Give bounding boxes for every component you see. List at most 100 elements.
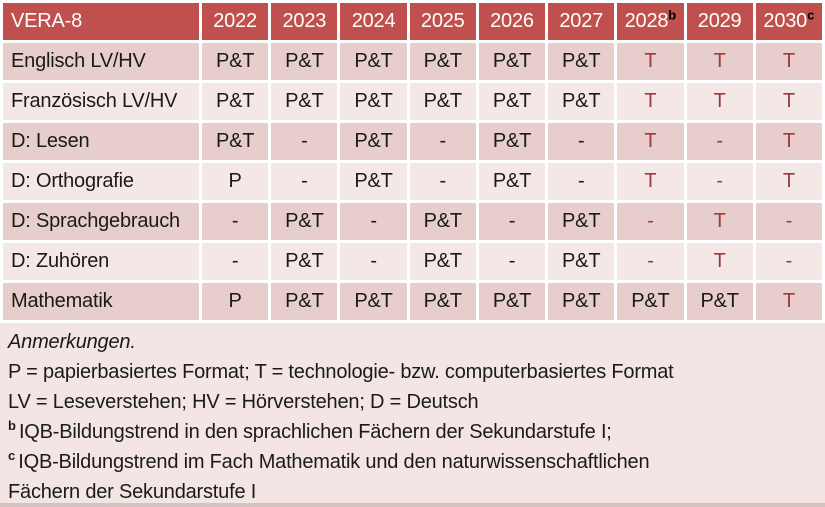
format-value-cell: P&T	[202, 83, 269, 120]
year-column-header: 2022	[202, 3, 269, 40]
format-value-cell: -	[202, 203, 269, 240]
format-value-cell: T	[755, 283, 822, 320]
format-value-cell: -	[755, 243, 822, 280]
year-label: 2024	[351, 10, 396, 32]
year-label: 2027	[559, 10, 604, 32]
format-value-cell: -	[340, 203, 407, 240]
row-label: D: Lesen	[3, 123, 199, 160]
format-value-cell: -	[755, 203, 822, 240]
format-value-cell: -	[617, 203, 684, 240]
format-value-cell: -	[340, 243, 407, 280]
table-body: Englisch LV/HV P&T P&T P&T P&T P&T P&T T T T Franz…	[3, 43, 822, 320]
table-title-cell: VERA-8	[3, 3, 199, 40]
format-value-cell: P&T	[478, 83, 546, 120]
format-value-cell: P	[202, 163, 269, 200]
format-value-cell: T	[755, 163, 822, 200]
format-value-cell: P&T	[202, 123, 269, 160]
format-value-cell: P&T	[548, 43, 615, 80]
note-text: IQB-Bildungstrend im Fach Mathematik und…	[18, 451, 650, 473]
note-line: c IQB-Bildungstrend im Fach Mathematik un…	[8, 447, 815, 477]
format-value-cell: P&T	[478, 43, 546, 80]
row-label: D: Sprachgebrauch	[3, 203, 199, 240]
year-column-header: 2028b	[617, 3, 684, 40]
format-value-cell: P&T	[548, 83, 615, 120]
format-value-cell: P&T	[271, 283, 338, 320]
table-row: Französisch LV/HV P&T P&T P&T P&T P&T P&T T T T	[3, 83, 822, 120]
format-value-cell: P&T	[409, 203, 476, 240]
format-value-cell: P&T	[409, 283, 476, 320]
format-value-cell: T	[686, 83, 753, 120]
note-line: Anmerkungen.	[8, 327, 815, 357]
table-row: Mathematik P P&T P&T P&T P&T P&T P&T P&T T	[3, 283, 822, 320]
format-value-cell: T	[617, 83, 684, 120]
notes-section: Anmerkungen. P = papierbasiertes Format; …	[0, 323, 825, 507]
note-text: IQB-Bildungstrend in den sprachlichen Fä…	[18, 421, 612, 443]
row-label: Französisch LV/HV	[3, 83, 199, 120]
format-value-cell: -	[617, 243, 684, 280]
format-value-cell: P&T	[409, 43, 476, 80]
format-value-cell: P&T	[340, 83, 407, 120]
format-value-cell: T	[755, 43, 822, 80]
format-value-cell: -	[548, 123, 615, 160]
table-row: D: Orthografie P - P&T - P&T - T - T	[3, 163, 822, 200]
year-label: 2028	[624, 10, 669, 32]
note-line: b IQB-Bildungstrend in den sprachlichen F…	[8, 417, 815, 447]
format-value-cell: T	[617, 163, 684, 200]
note-text: LV = Leseverstehen; HV = Hörverstehen; D…	[8, 391, 479, 413]
format-value-cell: P&T	[340, 123, 407, 160]
format-value-cell: T	[755, 123, 822, 160]
format-value-cell: P&T	[271, 43, 338, 80]
format-value-cell: T	[686, 203, 753, 240]
format-value-cell: P&T	[478, 283, 546, 320]
format-value-cell: P&T	[340, 43, 407, 80]
format-value-cell: T	[617, 43, 684, 80]
year-label: 2025	[420, 10, 465, 32]
year-column-header: 2029	[686, 3, 753, 40]
year-label: 2026	[490, 10, 534, 32]
format-value-cell: T	[686, 243, 753, 280]
row-label: D: Zuhören	[3, 243, 199, 280]
note-text: P = papierbasiertes Format; T = technolo…	[8, 361, 674, 383]
format-value-cell: T	[617, 123, 684, 160]
format-value-cell: P&T	[478, 123, 546, 160]
row-label: Englisch LV/HV	[3, 43, 199, 80]
note-footnote-marker: b	[8, 418, 16, 434]
format-value-cell: P&T	[548, 283, 615, 320]
table-header-row: VERA-8 2022 2023 2024 2025 2026 2027 2028b 2029…	[3, 3, 822, 40]
table-row: Englisch LV/HV P&T P&T P&T P&T P&T P&T T T T	[3, 43, 822, 80]
year-label: 2023	[282, 10, 327, 32]
row-label: Mathematik	[3, 283, 199, 320]
header-footnote-marker: c	[807, 7, 815, 23]
format-value-cell: P&T	[686, 283, 753, 320]
year-label: 2029	[697, 10, 742, 32]
format-value-cell: -	[271, 123, 338, 160]
format-value-cell: -	[409, 123, 476, 160]
year-column-header: 2026	[478, 3, 546, 40]
format-value-cell: P&T	[202, 43, 269, 80]
format-value-cell: -	[478, 243, 546, 280]
note-line: P = papierbasiertes Format; T = technolo…	[8, 357, 815, 387]
year-column-header: 2027	[548, 3, 615, 40]
year-column-header: 2030c	[755, 3, 822, 40]
format-value-cell: P&T	[478, 163, 546, 200]
year-label: 2030	[763, 10, 808, 32]
note-text: Anmerkungen.	[8, 331, 136, 353]
format-value-cell: P&T	[409, 83, 476, 120]
format-value-cell: -	[409, 163, 476, 200]
year-label: 2022	[213, 10, 257, 32]
format-value-cell: T	[686, 43, 753, 80]
table-row: D: Sprachgebrauch - P&T - P&T - P&T - T -	[3, 203, 822, 240]
format-value-cell: P	[202, 283, 269, 320]
format-value-cell: P&T	[617, 283, 684, 320]
table-row: D: Zuhören - P&T - P&T - P&T - T -	[3, 243, 822, 280]
note-text: Fächern der Sekundarstufe I	[8, 481, 257, 503]
format-value-cell: -	[686, 163, 753, 200]
note-footnote-marker: c	[8, 448, 16, 464]
format-value-cell: -	[686, 123, 753, 160]
format-value-cell: P&T	[409, 243, 476, 280]
year-column-header: 2023	[271, 3, 338, 40]
vera8-schedule-table: VERA-8 2022 2023 2024 2025 2026 2027 2028b 2029…	[3, 3, 822, 320]
format-value-cell: P&T	[548, 243, 615, 280]
format-value-cell: T	[755, 83, 822, 120]
